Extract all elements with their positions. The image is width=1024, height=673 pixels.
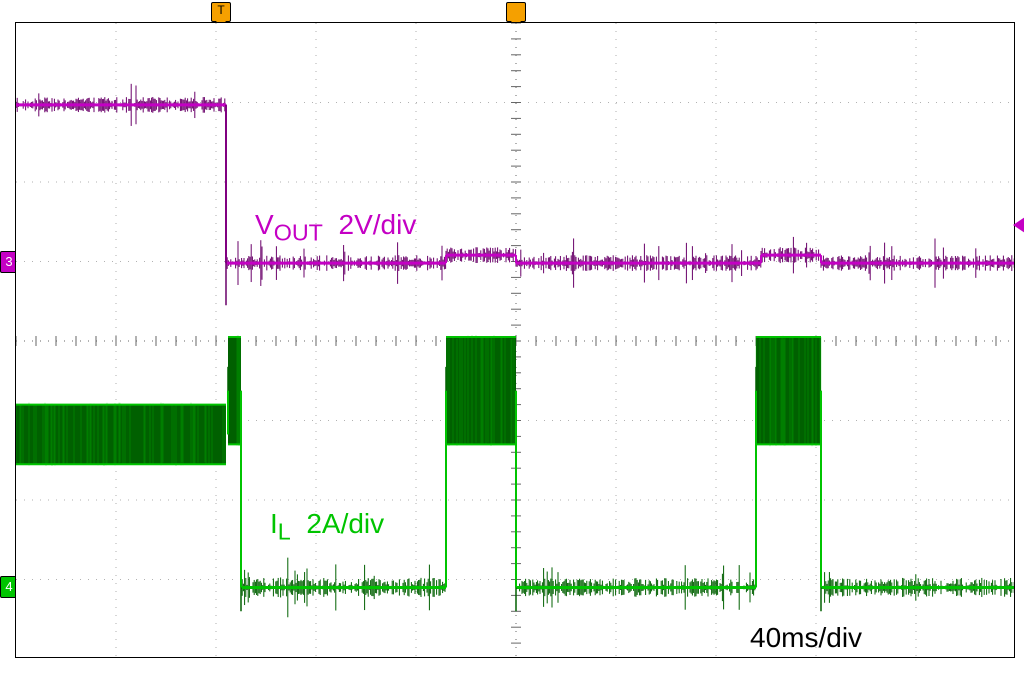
oscilloscope-capture: T 34 VOUT 2V/divIL 2A/div 40ms/div bbox=[0, 0, 1024, 673]
trigger-marker bbox=[506, 2, 526, 22]
plot-area bbox=[15, 22, 1015, 658]
ch3-label: VOUT 2V/div bbox=[255, 209, 416, 247]
trigger-marker: T bbox=[211, 2, 231, 22]
ch3-level-arrow-icon bbox=[1013, 217, 1024, 233]
scope-svg bbox=[16, 23, 1015, 658]
timebase-label: 40ms/div bbox=[750, 622, 862, 654]
ch4-label: IL 2A/div bbox=[270, 508, 384, 546]
